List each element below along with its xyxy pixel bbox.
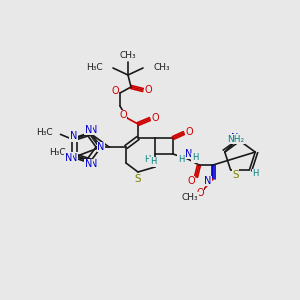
Text: N: N <box>90 125 97 135</box>
Text: CH₃: CH₃ <box>120 50 136 59</box>
Text: H: H <box>192 154 198 163</box>
Text: H: H <box>252 169 259 178</box>
Text: O: O <box>196 188 204 198</box>
Text: N: N <box>231 133 239 143</box>
Text: O: O <box>185 127 193 137</box>
Text: O: O <box>151 113 159 123</box>
Text: N: N <box>90 159 97 169</box>
Text: H₃C: H₃C <box>36 128 52 137</box>
Text: H: H <box>150 158 156 166</box>
Text: H₃C: H₃C <box>86 62 103 71</box>
Text: N: N <box>204 176 212 186</box>
Text: O: O <box>119 110 127 120</box>
Text: N: N <box>65 153 72 163</box>
Text: H₃C: H₃C <box>49 148 65 157</box>
Text: CH₃: CH₃ <box>153 62 169 71</box>
Text: NH₂: NH₂ <box>227 135 244 144</box>
Text: O: O <box>144 85 152 95</box>
Text: S: S <box>135 174 141 184</box>
Text: S: S <box>232 170 239 180</box>
Text: N: N <box>185 149 193 159</box>
Text: N: N <box>85 125 92 135</box>
Text: N: N <box>97 142 105 152</box>
Text: N: N <box>70 131 77 141</box>
Text: H: H <box>144 154 150 164</box>
Text: O: O <box>111 86 119 96</box>
Text: H: H <box>178 154 184 164</box>
Text: O: O <box>187 176 195 186</box>
Text: N: N <box>70 153 77 163</box>
Text: CH₃: CH₃ <box>182 193 198 202</box>
Text: N: N <box>85 159 92 169</box>
